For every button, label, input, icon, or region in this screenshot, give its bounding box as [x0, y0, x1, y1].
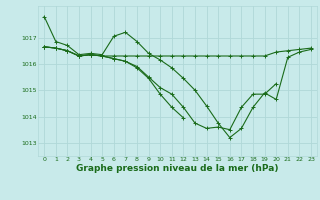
X-axis label: Graphe pression niveau de la mer (hPa): Graphe pression niveau de la mer (hPa): [76, 164, 279, 173]
